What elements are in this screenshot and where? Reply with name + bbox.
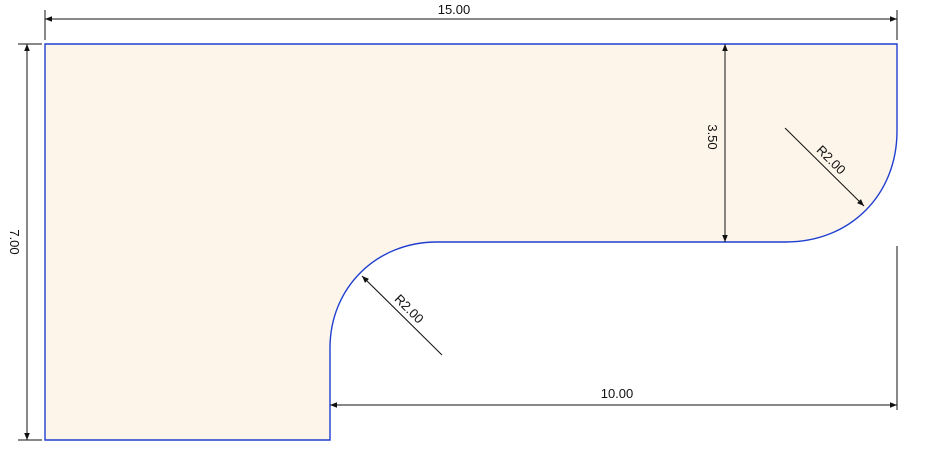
overall-width-label: 15.00 — [438, 2, 471, 17]
dimension-lower-radius: R2.00 — [361, 275, 443, 356]
upper-depth-label: 3.50 — [705, 124, 720, 149]
dimension-upper-depth: 3.50 — [705, 44, 728, 242]
overall-height-label: 7.00 — [7, 229, 22, 254]
part-profile — [44, 43, 898, 441]
lower-radius-label: R2.00 — [392, 291, 427, 326]
lower-width-label: 10.00 — [601, 386, 634, 401]
dimension-overall-width: 15.00 — [44, 2, 898, 40]
dimension-overall-height: 7.00 — [7, 43, 42, 441]
dimension-lower-width: 10.00 — [330, 246, 898, 410]
